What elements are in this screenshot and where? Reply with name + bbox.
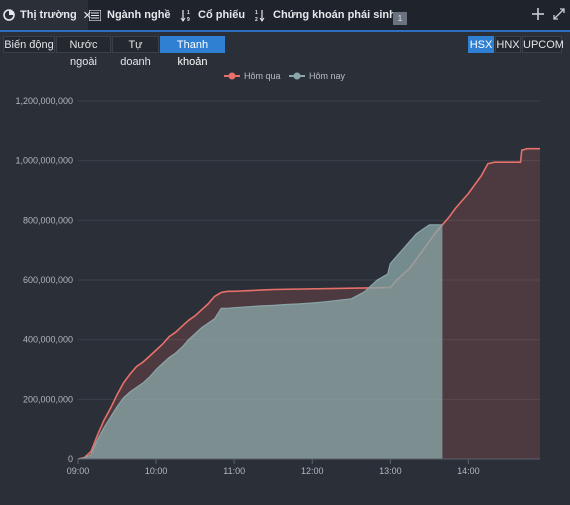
close-icon[interactable]: ✕ [82,9,92,22]
legend-label: Hôm nay [309,71,346,81]
legend-marker [228,72,236,80]
svg-text:1: 1 [187,10,190,16]
tab-label: Chứng khoán phái sinh [273,9,396,21]
x-tick-label: 14:00 [457,466,480,476]
x-tick-label: 13:00 [379,466,402,476]
view-button-nuoc-ngoai[interactable]: Nước ngoài [56,36,111,68]
plus-icon[interactable] [532,8,544,22]
x-tick-label: 09:00 [67,466,90,476]
tab-thi-truong[interactable]: Thị trường ✕ [0,0,92,30]
legend-marker [293,72,301,80]
x-tick-label: 12:00 [301,466,324,476]
tab-label: Thị trường [20,9,77,21]
x-tick-label: 10:00 [145,466,168,476]
y-tick-label: 600,000,000 [23,275,73,285]
y-tick-label: 0 [68,454,73,464]
tab-label: Cổ phiếu [198,9,246,21]
liquidity-chart-svg: 0 200,000,000 400,000,000 600,000,000 800,00… [15,71,540,476]
legend-label: Hôm qua [244,71,281,81]
exchange-button-hnx[interactable]: HNX [495,36,521,53]
y-tick-label: 800,000,000 [23,215,73,225]
series-area-hom-nay [78,224,443,459]
y-tick-label: 1,000,000,000 [15,156,73,166]
tab-label: Ngành nghề [107,9,171,21]
expand-icon[interactable] [553,8,565,22]
view-toolbar: Biến động Nước ngoài Tự doanh Thanh khoả… [0,33,570,68]
tab-count-badge[interactable]: 1 [393,12,407,25]
exchange-button-upcom[interactable]: UPCOM [522,36,564,53]
x-tick-label: 11:00 [223,466,245,476]
view-button-tu-doanh[interactable]: Tự doanh [112,36,159,68]
pie-chart-icon [3,8,15,22]
svg-text:9: 9 [187,17,190,22]
svg-text:2: 2 [255,17,258,22]
view-button-thanh-khoan[interactable]: Thanh khoản [160,36,225,68]
y-tick-label: 200,000,000 [23,394,73,404]
svg-text:1: 1 [255,10,258,16]
view-button-bien-dong[interactable]: Biến động [3,36,55,53]
series-line-hom-qua [77,147,540,460]
y-tick-label: 1,200,000,000 [15,96,73,106]
y-tick-label: 400,000,000 [23,335,73,345]
liquidity-chart: 0 200,000,000 400,000,000 600,000,000 800,00… [0,56,570,500]
series-line-hom-nay [77,224,443,460]
exchange-button-hsx[interactable]: HSX [468,36,494,53]
tab-nganh-nghe[interactable]: Ngành nghề [88,0,171,30]
list-icon [88,8,102,22]
